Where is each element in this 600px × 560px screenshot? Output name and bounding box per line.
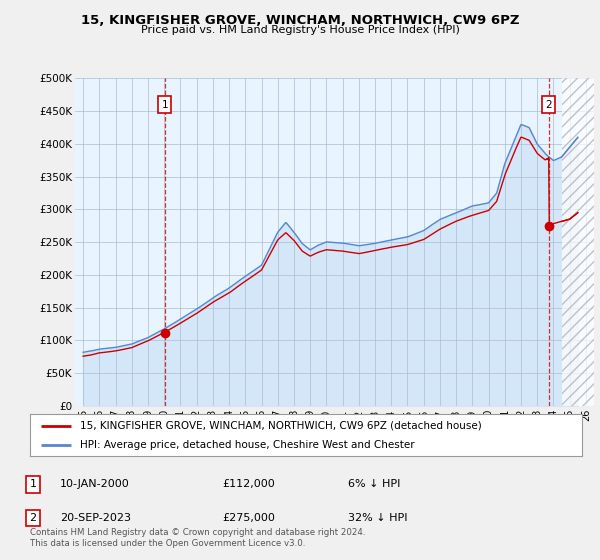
Text: 1: 1 — [161, 100, 168, 110]
Text: 2: 2 — [29, 513, 37, 523]
Text: 1: 1 — [29, 479, 37, 489]
Text: 20-SEP-2023: 20-SEP-2023 — [60, 513, 131, 523]
Text: Contains HM Land Registry data © Crown copyright and database right 2024.
This d: Contains HM Land Registry data © Crown c… — [30, 528, 365, 548]
Text: 15, KINGFISHER GROVE, WINCHAM, NORTHWICH, CW9 6PZ: 15, KINGFISHER GROVE, WINCHAM, NORTHWICH… — [81, 14, 519, 27]
Text: 2: 2 — [545, 100, 552, 110]
Text: 32% ↓ HPI: 32% ↓ HPI — [348, 513, 407, 523]
Text: HPI: Average price, detached house, Cheshire West and Chester: HPI: Average price, detached house, Ches… — [80, 440, 415, 450]
Text: Price paid vs. HM Land Registry's House Price Index (HPI): Price paid vs. HM Land Registry's House … — [140, 25, 460, 35]
Text: £275,000: £275,000 — [222, 513, 275, 523]
Text: £112,000: £112,000 — [222, 479, 275, 489]
Text: 15, KINGFISHER GROVE, WINCHAM, NORTHWICH, CW9 6PZ (detached house): 15, KINGFISHER GROVE, WINCHAM, NORTHWICH… — [80, 421, 481, 431]
Bar — [562, 78, 594, 406]
Text: 10-JAN-2000: 10-JAN-2000 — [60, 479, 130, 489]
Text: 6% ↓ HPI: 6% ↓ HPI — [348, 479, 400, 489]
